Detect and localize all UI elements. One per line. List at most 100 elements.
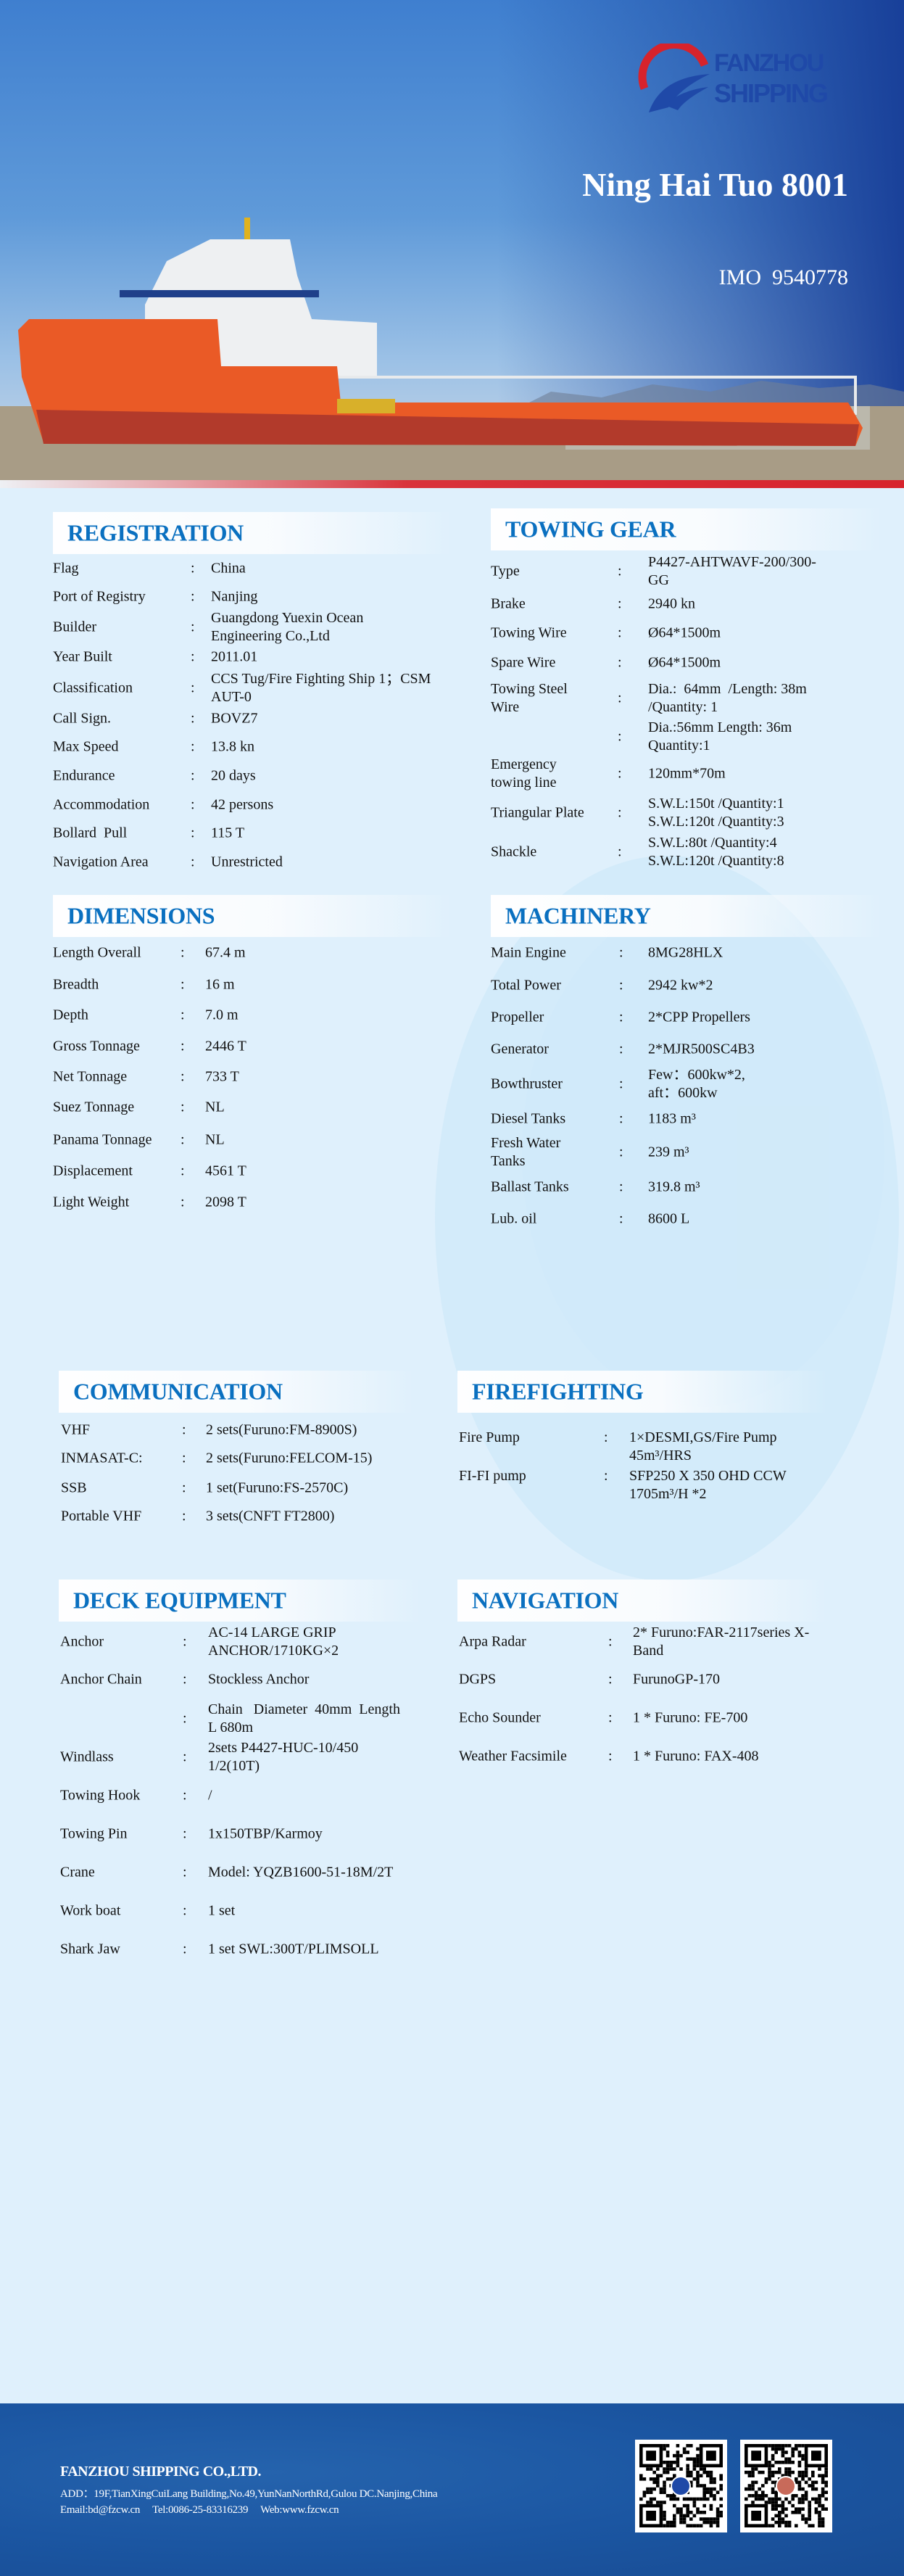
spec-label: Breadth [53, 976, 99, 993]
separator-colon: : [183, 1864, 187, 1881]
spec-label: Gross Tonnage [53, 1038, 140, 1054]
separator-colon: : [191, 825, 195, 841]
separator-colon: : [618, 728, 622, 745]
spec-value: 3 sets(CNFT FT2800) [206, 1508, 335, 1524]
separator-colon: : [183, 1671, 187, 1688]
separator-colon: : [604, 1468, 608, 1484]
spec-label: Call Sign. [53, 710, 112, 727]
section-title: TOWING GEAR [505, 516, 676, 542]
spec-label: Navigation Area [53, 854, 149, 870]
spec-label: Windlass [60, 1749, 114, 1765]
spec-label: Fire Pump [459, 1429, 520, 1445]
spec-value: 1×DESMI,GS/Fire Pump 45m³/HRS [629, 1429, 777, 1464]
spec-label: Fresh Water Tanks [491, 1135, 561, 1169]
separator-colon: : [191, 619, 195, 635]
spec-label: Echo Sounder [459, 1709, 541, 1726]
qr-code-website[interactable] [635, 2440, 727, 2532]
spec-label: Main Engine [491, 944, 566, 961]
separator-colon: : [619, 1210, 623, 1227]
towing-gear-header: TOWING GEAR [491, 508, 882, 550]
section-title: COMMUNICATION [73, 1378, 283, 1405]
spec-label: DGPS [459, 1671, 497, 1688]
spec-value: CCS Tug/Fire Fighting Ship 1；CSM AUT-0 [211, 671, 431, 705]
separator-colon: : [619, 1009, 623, 1025]
spec-value: 8600 L [648, 1210, 690, 1227]
spec-value: Dia.: 64mm /Length: 38m /Quantity: 1 [648, 681, 807, 715]
spec-label: Depth [53, 1007, 88, 1023]
ship-crane [120, 290, 319, 297]
spec-value: Ø64*1500m [648, 624, 721, 641]
spec-value: 2446 T [205, 1038, 246, 1054]
spec-value: 20 days [211, 767, 256, 784]
spec-label: Anchor [60, 1633, 104, 1650]
spec-value: 2*MJR500SC4B3 [648, 1041, 755, 1057]
separator-colon: : [182, 1508, 186, 1524]
spec-label: Max Speed [53, 738, 119, 755]
footer-contact: Email:bd@fzcw.cn Tel:0086-25-83316239 We… [60, 2504, 339, 2517]
separator-colon: : [618, 563, 622, 579]
separator-colon: : [618, 765, 622, 782]
spec-value: 2011.01 [211, 648, 258, 665]
spec-value: China [211, 560, 246, 577]
separator-colon: : [619, 1144, 623, 1160]
spec-label: Net Tonnage [53, 1068, 128, 1085]
spec-label: Lub. oil [491, 1210, 537, 1227]
registration-header: REGISTRATION [53, 512, 452, 554]
spec-label: Builder [53, 619, 96, 635]
spec-label: Towing Pin [60, 1825, 128, 1842]
separator-colon: : [191, 560, 195, 577]
separator-colon: : [181, 1163, 185, 1179]
separator-colon: : [182, 1450, 186, 1466]
spec-label: Accommodation [53, 796, 150, 813]
separator-colon: : [181, 1131, 185, 1148]
spec-label: Brake [491, 595, 526, 612]
company-logo: FANZHOU SHIPPING [636, 41, 846, 116]
spec-label: Shark Jaw [60, 1941, 120, 1957]
spec-value: 8MG28HLX [648, 944, 723, 961]
spec-value: Dia.:56mm Length: 36m Quantity:1 [648, 719, 792, 754]
spec-value: 319.8 m³ [648, 1178, 700, 1195]
spec-value: 239 m³ [648, 1144, 689, 1160]
footer-address: ADD：19F,TianXingCuiLang Building,No.49,Y… [60, 2488, 438, 2500]
spec-value: Chain Diameter 40mm Length L 680m [208, 1701, 400, 1735]
separator-colon: : [604, 1429, 608, 1445]
background-arc [522, 899, 884, 1407]
separator-colon: : [191, 648, 195, 665]
spec-value: Few：600kw*2, aft：600kw [648, 1067, 745, 1101]
spec-value: Ø64*1500m [648, 654, 721, 671]
spec-value: 16 m [205, 976, 235, 993]
spec-label: Diesel Tanks [491, 1110, 566, 1127]
section-title: DIMENSIONS [67, 902, 215, 929]
spec-label: Type [491, 563, 520, 579]
footer-email[interactable]: Email:bd@fzcw.cn [60, 2504, 141, 2516]
logo-mark-icon [638, 41, 710, 112]
spec-label: Suez Tonnage [53, 1099, 135, 1115]
separator-colon: : [181, 944, 185, 961]
qr-code-wechat[interactable] [740, 2440, 832, 2532]
separator-colon: : [181, 1068, 185, 1085]
spec-value: 1 set [208, 1902, 236, 1919]
separator-colon: : [183, 1633, 187, 1650]
spec-value: 4561 T [205, 1163, 246, 1179]
separator-colon: : [619, 1076, 623, 1092]
spec-value: Model: YQZB1600-51-18M/2T [208, 1864, 394, 1881]
imo-number: IMO 9540778 [718, 265, 848, 289]
spec-value: 2 sets(Furuno:FELCOM-15) [206, 1450, 373, 1466]
separator-colon: : [608, 1633, 613, 1650]
spec-value: 1 * Furuno: FAX-408 [633, 1748, 759, 1764]
spec-label: Anchor Chain [60, 1671, 142, 1688]
spec-value: 1x150TBP/Karmoy [208, 1825, 323, 1842]
footer-web[interactable]: Web:www.fzcw.cn [260, 2504, 339, 2516]
spec-label: Spare Wire [491, 654, 556, 671]
spec-value: 2942 kw*2 [648, 977, 713, 994]
spec-value: 1 set(Furuno:FS-2570C) [206, 1479, 349, 1496]
spec-value: S.W.L:80t /Quantity:4 S.W.L:120t /Quanti… [648, 835, 784, 869]
separator-colon: : [183, 1710, 187, 1727]
separator-colon: : [618, 595, 622, 612]
separator-colon: : [183, 1902, 187, 1919]
ship-hull-bottom [36, 410, 859, 446]
footer: FANZHOU SHIPPING CO.,LTD. ADD：19F,TianXi… [0, 2403, 904, 2576]
navigation-header: NAVIGATION [457, 1580, 827, 1622]
spec-value: 1 * Furuno: FE-700 [633, 1709, 748, 1726]
separator-colon: : [619, 1178, 623, 1195]
